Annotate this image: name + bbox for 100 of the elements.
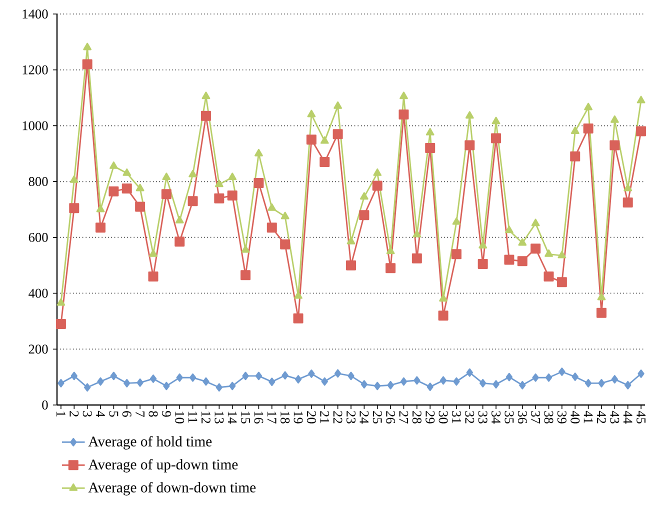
point xyxy=(266,222,277,233)
x-tick-label: 29 xyxy=(426,411,435,424)
point xyxy=(56,298,66,306)
point xyxy=(439,294,448,302)
point xyxy=(161,189,172,200)
point xyxy=(242,372,249,380)
x-tick-label: 35 xyxy=(504,411,514,424)
point xyxy=(359,210,370,220)
point xyxy=(308,370,315,378)
point xyxy=(544,249,553,257)
point xyxy=(162,172,171,180)
point xyxy=(240,270,251,280)
x-tick-label: 15 xyxy=(241,412,250,424)
x-tick-label: 42 xyxy=(597,410,606,424)
x-tick-label: 3 xyxy=(82,411,92,417)
point xyxy=(440,376,447,385)
point xyxy=(530,244,541,254)
point xyxy=(348,372,354,380)
x-tick-label: 2 xyxy=(70,411,79,417)
point xyxy=(518,238,527,246)
point xyxy=(531,218,540,226)
point xyxy=(400,92,408,100)
point xyxy=(400,377,408,386)
point xyxy=(255,372,262,380)
point xyxy=(453,377,460,386)
point xyxy=(268,203,276,211)
point xyxy=(584,102,593,110)
x-tick-label: 26 xyxy=(386,411,396,424)
point xyxy=(136,378,144,387)
legend-label: Average of hold time xyxy=(88,436,212,450)
point xyxy=(82,59,92,70)
point xyxy=(202,377,210,386)
point xyxy=(611,375,618,384)
point xyxy=(227,190,238,201)
x-tick-label: 17 xyxy=(268,412,276,424)
point xyxy=(70,372,78,380)
point xyxy=(464,140,475,150)
point xyxy=(293,313,304,324)
point xyxy=(294,375,302,384)
point xyxy=(360,380,368,389)
point xyxy=(610,115,619,123)
y-tick-label: 0 xyxy=(42,400,48,410)
y-tick-label: 1400 xyxy=(22,9,48,18)
x-tick-label: 43 xyxy=(610,410,620,424)
point xyxy=(412,230,422,238)
point xyxy=(544,272,554,282)
point xyxy=(321,377,328,386)
x-tick-label: 31 xyxy=(452,411,461,424)
y-tick-label: 400 xyxy=(28,288,48,298)
x-tick-label: 1 xyxy=(56,412,66,416)
point xyxy=(83,42,92,50)
y-tick-label: 600 xyxy=(28,232,48,242)
point xyxy=(624,380,632,390)
point xyxy=(504,254,514,265)
legend-label: Average of up-down time xyxy=(88,458,238,472)
point xyxy=(425,143,436,154)
point xyxy=(519,380,526,390)
point xyxy=(84,383,91,392)
point xyxy=(228,172,237,180)
point xyxy=(414,376,420,385)
point xyxy=(70,175,78,183)
x-tick-label: 11 xyxy=(188,412,198,423)
point xyxy=(189,373,196,382)
y-tick-label: 800 xyxy=(28,177,48,186)
point xyxy=(109,161,118,169)
point xyxy=(491,133,502,144)
point xyxy=(136,184,144,192)
point xyxy=(570,151,580,162)
point xyxy=(306,134,316,145)
point xyxy=(268,378,276,386)
x-tick-label: 33 xyxy=(478,411,488,424)
x-tick-label: 28 xyxy=(412,411,422,424)
point xyxy=(532,373,539,382)
point xyxy=(124,379,130,388)
x-tick-label: 13 xyxy=(214,412,224,424)
point xyxy=(610,140,620,150)
point xyxy=(254,178,264,188)
point xyxy=(492,380,500,389)
point xyxy=(110,372,118,380)
point xyxy=(280,239,290,250)
x-tick-label: 41 xyxy=(584,410,593,424)
point xyxy=(229,382,236,390)
point xyxy=(386,263,396,274)
point xyxy=(214,193,224,204)
x-tick-label: 38 xyxy=(544,411,554,424)
point xyxy=(188,196,198,206)
point xyxy=(282,371,288,380)
point xyxy=(56,318,66,329)
x-tick-label: 12 xyxy=(202,412,210,424)
y-tick-label: 1200 xyxy=(22,65,48,74)
x-tick-label: 10 xyxy=(175,412,184,424)
x-tick-label: 8 xyxy=(148,411,158,417)
point xyxy=(280,212,290,220)
point xyxy=(478,258,488,269)
point xyxy=(517,256,528,266)
legend-label: Average of down-down time xyxy=(88,482,256,496)
point xyxy=(558,368,566,376)
x-tick-label: 25 xyxy=(372,411,382,424)
point xyxy=(558,250,566,258)
point xyxy=(58,379,64,388)
